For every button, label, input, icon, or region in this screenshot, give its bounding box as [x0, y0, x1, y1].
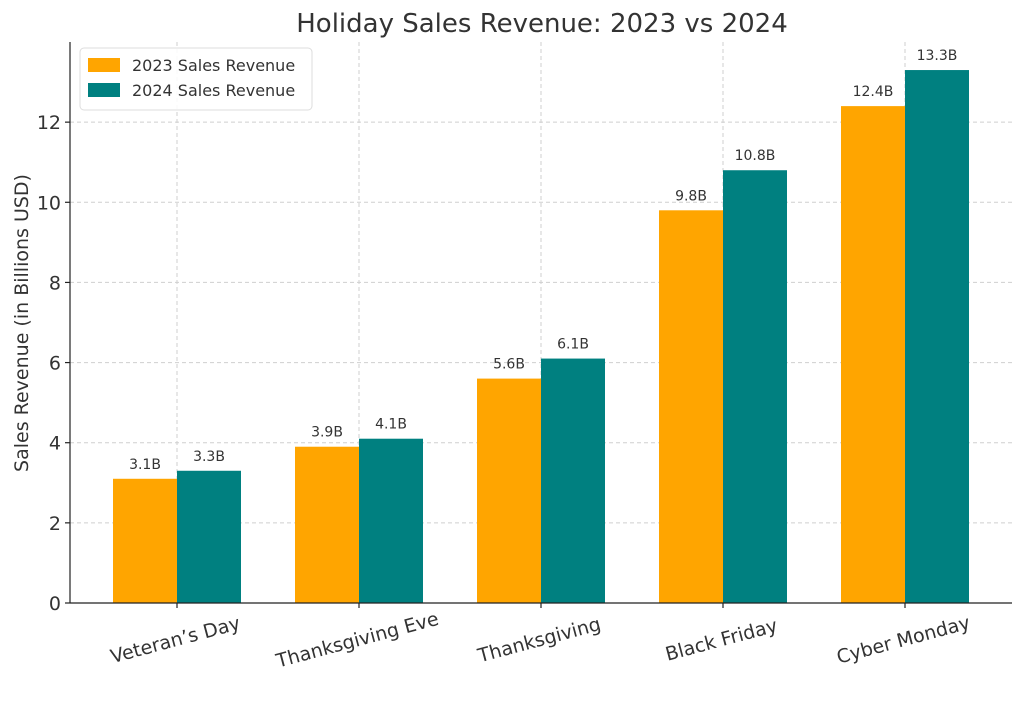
bar-2023-2 [477, 378, 541, 603]
x-tick-label: Veteran’s Day [108, 612, 242, 668]
bar-value-label: 9.8B [675, 188, 707, 204]
bar-value-label: 3.1B [129, 457, 161, 473]
bar-value-label: 3.9B [311, 425, 343, 441]
bar-value-label: 5.6B [493, 357, 525, 373]
bar-value-label: 13.3B [917, 48, 958, 64]
bar-2023-3 [659, 210, 723, 604]
data-labels: 3.1B 3.9B 5.6B 9.8B 12.4B 3.3B 4.1B 6.1B 10.8B 13… [129, 48, 957, 473]
y-tick-label: 12 [37, 112, 61, 134]
bars [113, 70, 969, 604]
legend-swatch [88, 83, 120, 97]
y-tick-label: 8 [49, 272, 61, 294]
bar-value-label: 6.1B [557, 337, 589, 353]
bar-2024-3 [723, 170, 787, 603]
bar-2023-4 [841, 106, 905, 603]
bar-2023-0 [113, 478, 177, 603]
legend-box [79, 47, 313, 111]
legend-swatch [88, 58, 120, 72]
bar-2024-4 [905, 70, 969, 604]
bar-2024-2 [541, 358, 605, 603]
x-tick-label: Thanksgiving Eve [273, 608, 441, 673]
bar-value-label: 4.1B [375, 417, 407, 433]
x-tick-label: Black Friday [663, 615, 780, 666]
legend-entry-label: 2024 Sales Revenue [132, 81, 295, 100]
y-tick-label: 6 [49, 353, 61, 375]
legend-entry-label: 2023 Sales Revenue [132, 56, 295, 75]
bar-value-label: 12.4B [853, 84, 894, 100]
legend: 2023 Sales Revenue 2024 Sales Revenue [79, 47, 313, 111]
chart-title: Holiday Sales Revenue: 2023 vs 2024 [296, 9, 788, 39]
bar-2024-1 [359, 438, 423, 603]
y-axis-label: Sales Revenue (in Billions USD) [11, 174, 33, 472]
y-tick-label: 4 [49, 433, 61, 455]
y-tick-label: 2 [49, 513, 61, 535]
y-tick-label: 0 [49, 593, 61, 615]
x-tick-label: Cyber Monday [834, 612, 972, 669]
x-tick-label: Thanksgiving [475, 613, 604, 667]
bar-value-label: 3.3B [193, 449, 225, 465]
bar-2023-1 [295, 446, 359, 603]
y-tick-label: 10 [37, 192, 61, 214]
bar-value-label: 10.8B [735, 148, 776, 164]
bar-2024-0 [177, 470, 241, 603]
